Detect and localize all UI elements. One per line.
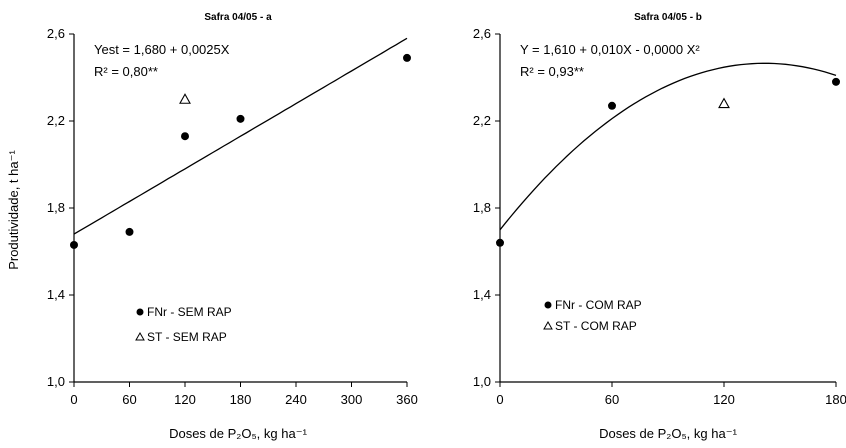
- panel-b-fit-line: [499, 62, 837, 231]
- panel-b-x-tick-label: 0: [496, 392, 503, 407]
- panel-a-x-axis-label: Doses de P₂O₅, kg ha⁻¹: [169, 426, 307, 441]
- panel-b-legend: FNr - COM RAP ST - COM RAP: [543, 298, 642, 333]
- panel-a-x-tick-label: 240: [285, 392, 307, 407]
- panel-b-x-tick-label: 120: [713, 392, 735, 407]
- panel-a-x-tick-label: 180: [230, 392, 252, 407]
- panel-a-legend: FNr - SEM RAP ST - SEM RAP: [135, 305, 232, 344]
- panel-a-y-tick-label: 2,6: [47, 26, 65, 41]
- panel-b-point-circle: [608, 101, 616, 110]
- panel-a-legend-item-1: FNr - SEM RAP: [147, 305, 232, 319]
- panel-a-point-circle: [125, 227, 134, 236]
- panel-a-fit-line: [73, 37, 408, 235]
- panel-a-point-circle: [181, 132, 189, 141]
- panel-a-x-tick-label: 0: [70, 392, 77, 407]
- panel-b: Safra 04/05 - b 1,0 1,4 1,8 2,2 2,6 0 60 120 18…: [473, 12, 846, 441]
- legend-triangle-icon: [543, 320, 553, 330]
- legend-circle-icon: [136, 308, 144, 316]
- panel-b-y-tick-label: 1,0: [473, 374, 491, 389]
- panel-a-x-tick-label: 120: [174, 392, 196, 407]
- panel-a-point-circle: [70, 240, 78, 249]
- panel-a-point-circle: [236, 114, 245, 123]
- panel-b-point-circle: [832, 77, 840, 86]
- panel-b-x-tick-label: 180: [825, 392, 846, 407]
- panel-a-point-triangle: [179, 93, 191, 104]
- panel-a-x-tick-label: 60: [122, 392, 136, 407]
- panel-b-legend-item-1: FNr - COM RAP: [555, 298, 642, 312]
- panel-a-y-tick-label: 2,2: [47, 113, 65, 128]
- panel-a-legend-item-2: ST - SEM RAP: [147, 330, 227, 344]
- panel-a-x-tick-label: 360: [396, 392, 418, 407]
- panel-a-title: Safra 04/05 - a: [204, 12, 272, 23]
- legend-circle-icon: [544, 301, 552, 309]
- panel-a-y-tick-label: 1,4: [47, 287, 65, 302]
- panel-b-equation: Y = 1,610 + 0,010X - 0,0000 X²: [520, 42, 700, 57]
- panel-a-equation: Yest = 1,680 + 0,0025X: [94, 42, 230, 57]
- panel-a-y-tick-label: 1,8: [47, 200, 65, 215]
- panel-a: Safra 04/05 - a 1,0 1,4 1,8 2,2 2,6 0 60 120 18…: [47, 12, 418, 441]
- panel-b-y-tick-label: 2,6: [473, 26, 491, 41]
- panel-b-y-tick-label: 2,2: [473, 113, 491, 128]
- panel-b-point-triangle: [718, 97, 730, 109]
- legend-triangle-icon: [135, 331, 145, 341]
- panel-b-point-circle: [496, 238, 504, 247]
- panel-b-x-tick-label: 60: [605, 392, 619, 407]
- panel-b-x-axis-label: Doses de P₂O₅, kg ha⁻¹: [599, 426, 737, 441]
- panel-a-r2: R² = 0,80**: [94, 64, 158, 79]
- panel-a-x-tick-label: 300: [341, 392, 363, 407]
- panel-a-y-tick-label: 1,0: [47, 374, 65, 389]
- y-axis-label: Produtividade, t ha⁻¹: [6, 150, 21, 270]
- panel-a-point-circle: [403, 53, 411, 62]
- panel-b-legend-item-2: ST - COM RAP: [555, 319, 637, 333]
- panel-b-y-tick-label: 1,8: [473, 200, 491, 215]
- panel-b-y-tick-label: 1,4: [473, 287, 491, 302]
- panel-b-title: Safra 04/05 - b: [634, 12, 702, 23]
- panel-b-r2: R² = 0,93**: [520, 64, 584, 79]
